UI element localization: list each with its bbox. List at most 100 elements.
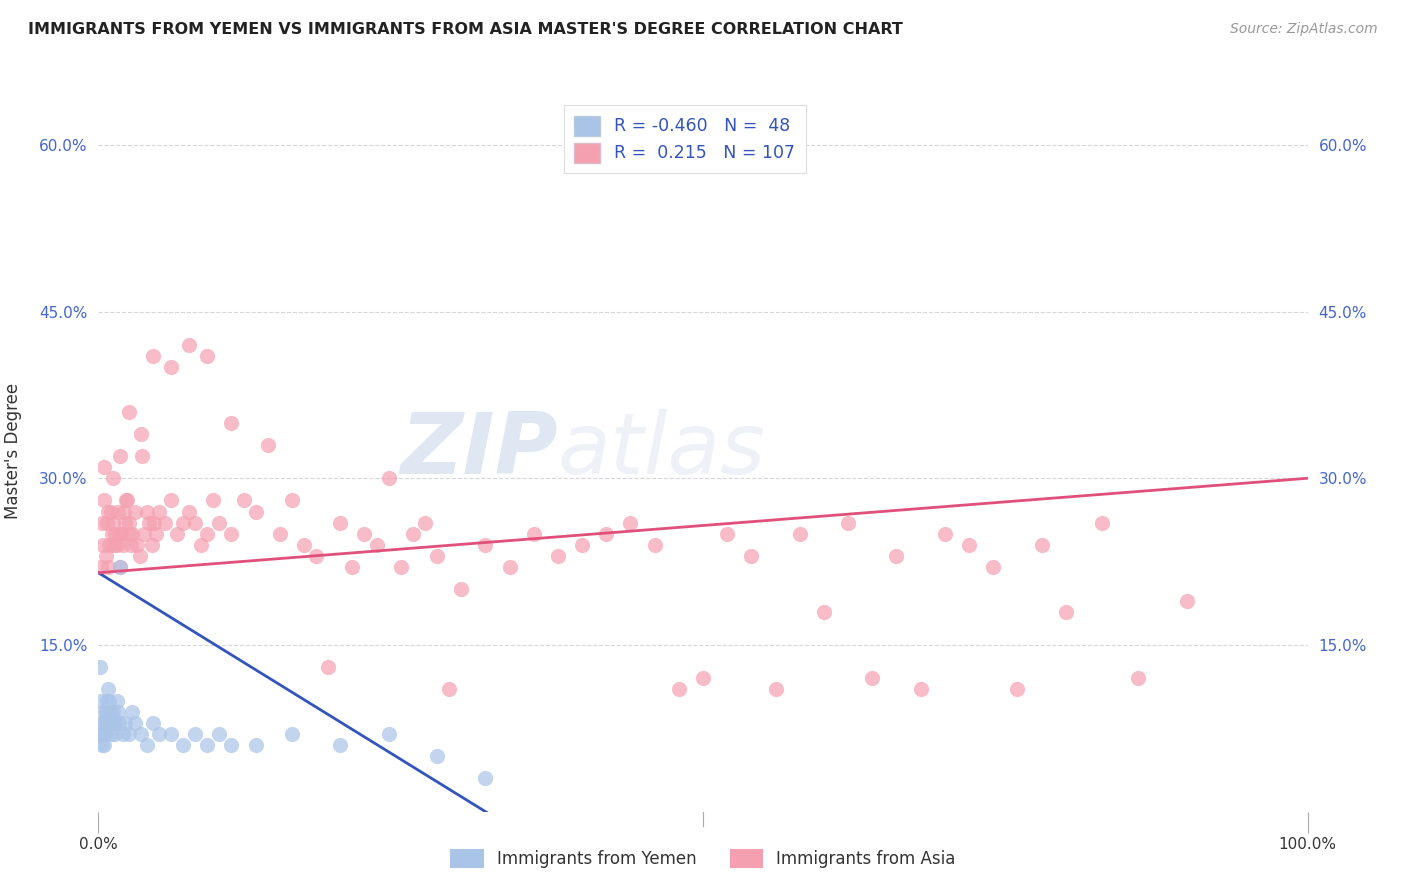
- Point: [221, 738, 243, 752]
- Point: [281, 727, 304, 741]
- Point: [366, 538, 388, 552]
- Point: [426, 549, 449, 563]
- Point: [108, 526, 131, 541]
- Point: [90, 560, 112, 574]
- Point: [97, 682, 120, 697]
- Point: [100, 727, 122, 741]
- Point: [148, 505, 170, 519]
- Point: [166, 526, 188, 541]
- Point: [195, 526, 218, 541]
- Point: [91, 715, 114, 730]
- Point: [245, 505, 267, 519]
- Point: [118, 526, 141, 541]
- Point: [90, 693, 112, 707]
- Point: [474, 772, 496, 786]
- Y-axis label: Master's Degree: Master's Degree: [4, 383, 22, 518]
- Point: [402, 526, 425, 541]
- Point: [837, 516, 859, 530]
- Point: [190, 538, 212, 552]
- Point: [98, 538, 121, 552]
- Point: [740, 549, 762, 563]
- Point: [98, 715, 121, 730]
- Point: [111, 727, 134, 741]
- Point: [523, 526, 546, 541]
- Point: [329, 738, 352, 752]
- Point: [179, 338, 201, 352]
- Point: [91, 738, 114, 752]
- Point: [426, 749, 449, 764]
- Point: [105, 693, 128, 707]
- Point: [221, 416, 243, 430]
- Point: [860, 671, 883, 685]
- Point: [160, 360, 183, 375]
- Point: [595, 526, 617, 541]
- Point: [353, 526, 375, 541]
- Point: [1091, 516, 1114, 530]
- Point: [91, 538, 114, 552]
- Point: [957, 538, 980, 552]
- Point: [93, 460, 115, 475]
- Point: [329, 516, 352, 530]
- Point: [389, 560, 412, 574]
- Point: [100, 526, 122, 541]
- Point: [114, 715, 136, 730]
- Point: [118, 516, 141, 530]
- Point: [94, 549, 117, 563]
- Point: [101, 705, 124, 719]
- Point: [98, 693, 121, 707]
- Point: [1007, 682, 1029, 697]
- Point: [221, 526, 243, 541]
- Point: [413, 516, 436, 530]
- Point: [184, 727, 207, 741]
- Point: [437, 682, 460, 697]
- Point: [571, 538, 593, 552]
- Point: [1175, 593, 1198, 607]
- Point: [135, 738, 157, 752]
- Point: [93, 738, 115, 752]
- Point: [129, 426, 152, 441]
- Point: [148, 727, 170, 741]
- Point: [90, 727, 112, 741]
- Point: [120, 538, 142, 552]
- Text: Source: ZipAtlas.com: Source: ZipAtlas.com: [1230, 22, 1378, 37]
- Point: [96, 693, 118, 707]
- Point: [208, 727, 231, 741]
- Point: [108, 715, 131, 730]
- Point: [107, 505, 129, 519]
- Point: [103, 538, 125, 552]
- Point: [316, 660, 339, 674]
- Point: [127, 538, 149, 552]
- Point: [97, 560, 120, 574]
- Point: [142, 715, 165, 730]
- Point: [89, 660, 111, 674]
- Point: [97, 705, 120, 719]
- Point: [269, 526, 291, 541]
- Point: [292, 538, 315, 552]
- Point: [117, 493, 139, 508]
- Point: [195, 738, 218, 752]
- Point: [172, 738, 194, 752]
- Point: [112, 505, 135, 519]
- Point: [202, 493, 225, 508]
- Point: [1031, 538, 1053, 552]
- Point: [153, 516, 176, 530]
- Point: [121, 526, 143, 541]
- Point: [104, 526, 127, 541]
- Point: [91, 516, 114, 530]
- Point: [91, 705, 114, 719]
- Point: [96, 715, 118, 730]
- Point: [93, 493, 115, 508]
- Point: [101, 471, 124, 485]
- Point: [245, 738, 267, 752]
- Point: [108, 449, 131, 463]
- Point: [108, 560, 131, 574]
- Point: [305, 549, 328, 563]
- Point: [142, 349, 165, 363]
- Point: [208, 516, 231, 530]
- Point: [94, 727, 117, 741]
- Point: [124, 505, 146, 519]
- Point: [498, 560, 520, 574]
- Point: [103, 715, 125, 730]
- Point: [141, 538, 163, 552]
- Point: [981, 560, 1004, 574]
